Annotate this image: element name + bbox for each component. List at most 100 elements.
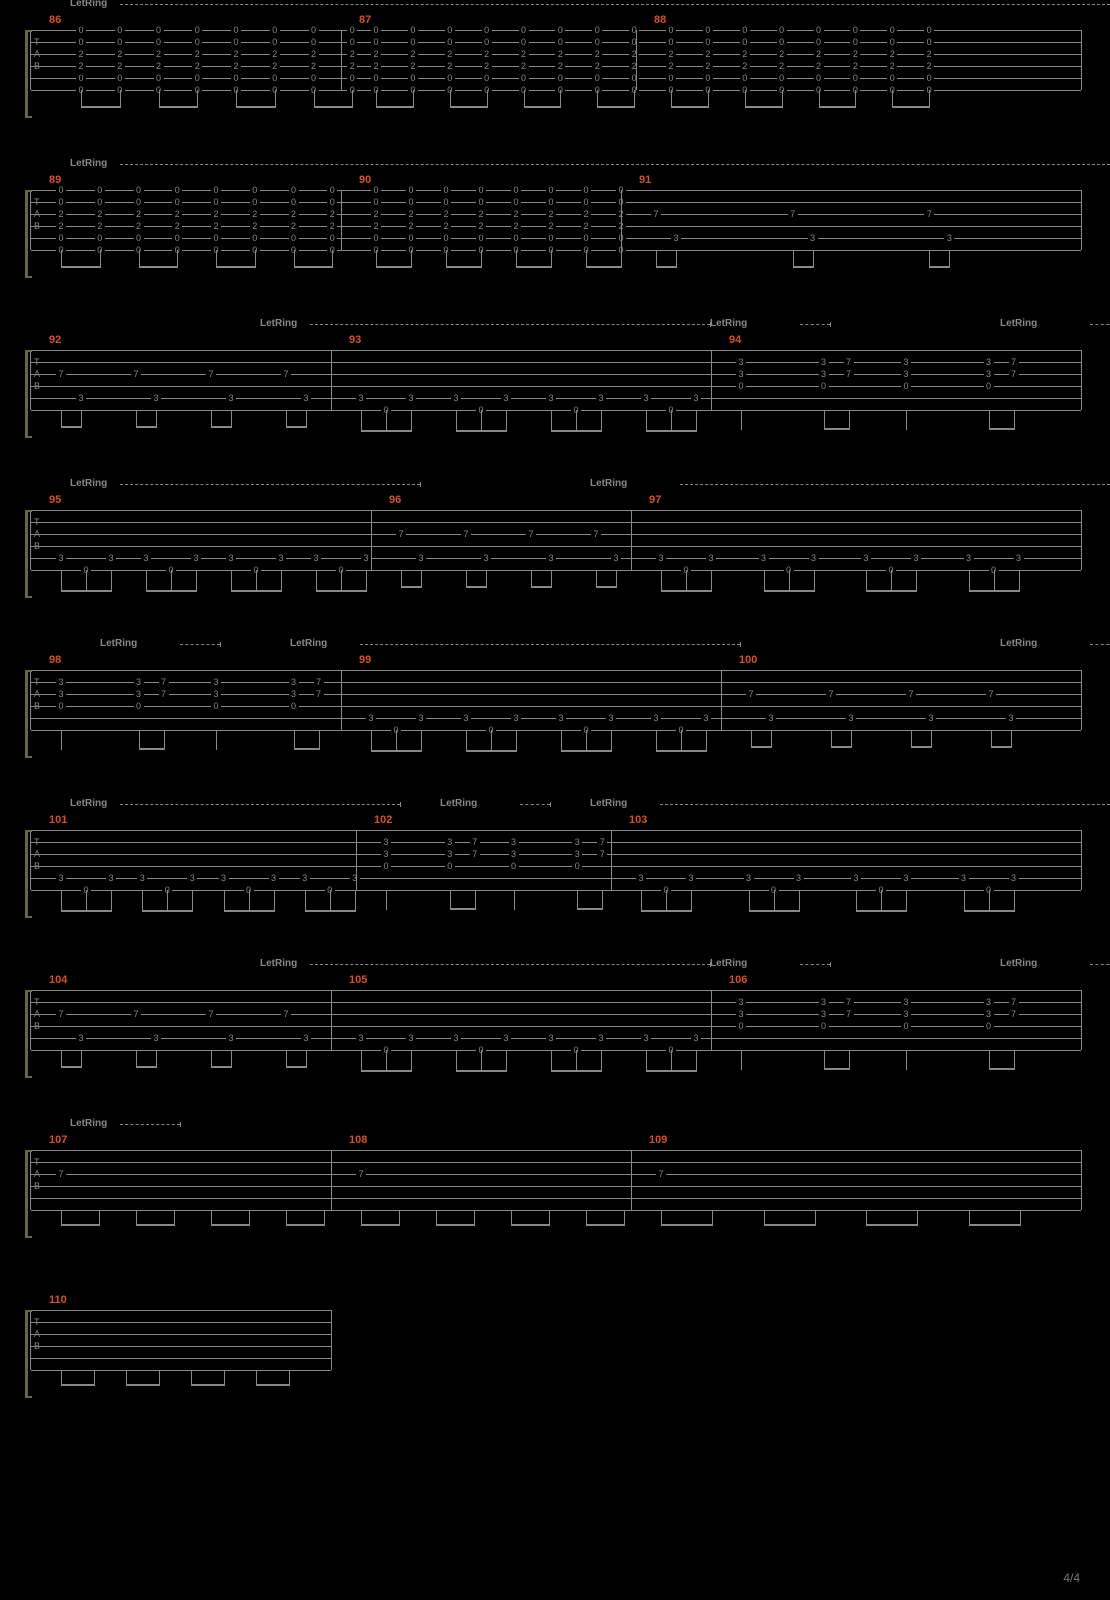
note-stem bbox=[696, 1050, 697, 1072]
staff-line bbox=[31, 570, 1081, 571]
tab-note: 7 bbox=[526, 529, 536, 539]
tab-note: 3 bbox=[596, 1033, 606, 1043]
tab-note: 0 bbox=[546, 197, 556, 207]
tab-note: 7 bbox=[206, 369, 216, 379]
page-number: 4/4 bbox=[1063, 1571, 1080, 1585]
note-stem bbox=[741, 1050, 742, 1070]
note-stem bbox=[1014, 890, 1015, 912]
tab-system: LetRingTAB107710871097 bbox=[30, 1150, 1080, 1250]
note-beam bbox=[286, 1066, 306, 1068]
tab-note: 0 bbox=[231, 37, 241, 47]
note-beam bbox=[61, 590, 111, 592]
note-beam bbox=[371, 750, 421, 752]
tab-note: 0 bbox=[984, 381, 994, 391]
tab-note: 2 bbox=[115, 49, 125, 59]
letring-label: LetRing bbox=[290, 638, 327, 649]
staff-line bbox=[31, 398, 1081, 399]
tab-note: 0 bbox=[56, 701, 66, 711]
tab-note: 0 bbox=[289, 197, 299, 207]
tab-note: 0 bbox=[984, 1021, 994, 1031]
tab-note: 0 bbox=[509, 861, 519, 871]
note-stem bbox=[774, 890, 775, 912]
tab-note: 2 bbox=[406, 221, 416, 231]
tab-staff: TAB1047373737310530330330330310633033077… bbox=[30, 990, 1082, 1050]
tab-note: 2 bbox=[289, 221, 299, 231]
note-stem bbox=[906, 890, 907, 912]
tab-note: 3 bbox=[509, 849, 519, 859]
note-stem bbox=[856, 890, 857, 912]
note-stem bbox=[231, 1050, 232, 1068]
measure-number: 109 bbox=[649, 1134, 667, 1146]
tab-note: 0 bbox=[546, 233, 556, 243]
note-beam bbox=[286, 1224, 324, 1226]
tab-note: 3 bbox=[851, 873, 861, 883]
staff-line bbox=[31, 190, 1081, 191]
tab-note: 2 bbox=[347, 61, 357, 71]
tab-note: 0 bbox=[924, 73, 934, 83]
tab-note: 2 bbox=[814, 49, 824, 59]
tab-note: 0 bbox=[592, 73, 602, 83]
barline bbox=[711, 350, 712, 410]
tab-staff: TAB8600220000220000220000220000220000220… bbox=[30, 30, 1082, 90]
letring-line bbox=[360, 644, 740, 646]
note-beam bbox=[294, 748, 319, 750]
tab-note: 3 bbox=[289, 689, 299, 699]
tab-clef-letter: A bbox=[34, 1328, 40, 1340]
tab-staff: TAB110 bbox=[30, 1310, 332, 1370]
tab-note: 3 bbox=[211, 689, 221, 699]
tab-note: 2 bbox=[629, 61, 639, 71]
note-stem bbox=[764, 570, 765, 592]
tab-note: 0 bbox=[777, 73, 787, 83]
note-beam bbox=[551, 430, 601, 432]
tab-clef-letter: A bbox=[34, 848, 40, 860]
tab-note: 0 bbox=[134, 197, 144, 207]
tab-note: 0 bbox=[192, 73, 202, 83]
note-stem bbox=[466, 730, 467, 752]
tab-note: 0 bbox=[924, 37, 934, 47]
tab-note: 0 bbox=[519, 73, 529, 83]
tab-clef-letter: B bbox=[34, 1180, 40, 1192]
note-stem bbox=[81, 1050, 82, 1068]
note-beam bbox=[136, 426, 156, 428]
tab-note: 0 bbox=[581, 197, 591, 207]
tab-note: 3 bbox=[701, 713, 711, 723]
tab-note: 0 bbox=[887, 25, 897, 35]
letring-line bbox=[120, 1124, 180, 1126]
tab-staff: TAB107710871097 bbox=[30, 1150, 1082, 1210]
tab-note: 0 bbox=[740, 73, 750, 83]
tab-note: 3 bbox=[944, 233, 954, 243]
staff-line bbox=[31, 854, 1081, 855]
tab-note: 2 bbox=[441, 209, 451, 219]
note-stem bbox=[139, 730, 140, 750]
tab-note: 0 bbox=[408, 73, 418, 83]
note-beam bbox=[511, 1224, 549, 1226]
letring-label: LetRing bbox=[100, 638, 137, 649]
note-stem bbox=[142, 890, 143, 912]
note-stem bbox=[481, 410, 482, 432]
tab-note: 3 bbox=[56, 873, 66, 883]
measure-number: 99 bbox=[359, 654, 371, 666]
tab-note: 0 bbox=[666, 73, 676, 83]
note-stem bbox=[601, 1050, 602, 1072]
note-stem bbox=[386, 890, 387, 910]
note-stem bbox=[481, 1050, 482, 1072]
note-stem bbox=[516, 730, 517, 752]
measure-number: 102 bbox=[374, 814, 392, 826]
letring-label: LetRing bbox=[70, 158, 107, 169]
staff-line bbox=[31, 990, 1081, 991]
note-beam bbox=[446, 266, 481, 268]
tab-clef-letter: T bbox=[34, 36, 40, 48]
staff-line bbox=[31, 1014, 1081, 1015]
tab-note: 3 bbox=[406, 1033, 416, 1043]
note-stem bbox=[411, 410, 412, 432]
note-stem bbox=[146, 570, 147, 592]
note-stem bbox=[906, 1050, 907, 1070]
tab-note: 7 bbox=[206, 1009, 216, 1019]
tab-note: 0 bbox=[555, 73, 565, 83]
staff-line bbox=[31, 866, 1081, 867]
tab-note: 2 bbox=[270, 61, 280, 71]
note-beam bbox=[450, 106, 487, 108]
tab-note: 7 bbox=[597, 849, 607, 859]
note-stem bbox=[491, 730, 492, 752]
tab-system: LetRingLetRingTAB95303303303303967373737… bbox=[30, 510, 1080, 610]
